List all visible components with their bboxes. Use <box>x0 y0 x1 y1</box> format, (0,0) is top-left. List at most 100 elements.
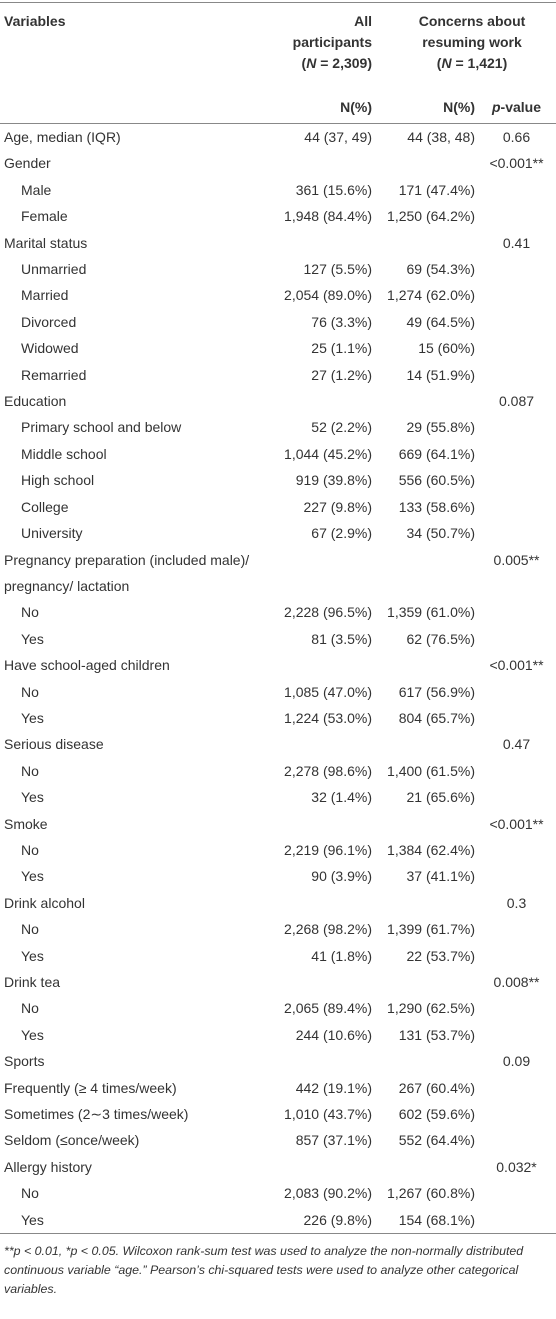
all-count: 2,228 (96.5%) <box>284 604 372 621</box>
table-cell: 1,400 (61.5%) <box>374 758 477 784</box>
table-body: Age, median (IQR) 44 (37, 49) 44 (38, 48) 0… <box>0 124 556 1235</box>
concern-count: 49 (64.5%) <box>406 313 475 330</box>
table-cell <box>477 335 556 361</box>
all-count: 27 (1.2%) <box>311 366 372 383</box>
table-cell <box>477 1180 556 1206</box>
table-row: No 2,228 (96.5%) 1,359 (61.0%) <box>0 599 556 625</box>
row-label: Yes <box>21 868 44 885</box>
table-row: No 2,278 (98.6%) 1,400 (61.5%) <box>0 758 556 784</box>
label-cell: Yes <box>0 943 271 969</box>
table-cell: 67 (2.9%) <box>271 520 374 546</box>
header-text: ( <box>436 55 442 71</box>
table-cell: 244 (10.6%) <box>271 1022 374 1048</box>
row-label: Remarried <box>21 366 87 383</box>
table-row: Smoke <0.001** <box>0 811 556 837</box>
table-cell: 1,948 (84.4%) <box>271 203 374 229</box>
table-cell <box>477 1101 556 1127</box>
p-value: <0.001** <box>489 815 544 832</box>
table-cell <box>374 969 477 995</box>
table-cell: 1,085 (47.0%) <box>271 679 374 705</box>
table-cell: 14 (51.9%) <box>374 362 477 388</box>
table-row: No 2,268 (98.2%) 1,399 (61.7%) <box>0 916 556 942</box>
concern-count: 22 (53.7%) <box>406 947 475 964</box>
all-count: 1,948 (84.4%) <box>284 208 372 225</box>
label-cell: Primary school and below <box>0 414 271 440</box>
footnote: **p < 0.01, *p < 0.05. Wilcoxon rank-sum… <box>4 1244 524 1297</box>
row-label: Pregnancy preparation (included male)/ <box>4 551 250 568</box>
table-cell <box>477 995 556 1021</box>
all-count: 2,278 (98.6%) <box>284 762 372 779</box>
table-cell: 669 (64.1%) <box>374 441 477 467</box>
table-row: Marital status 0.41 <box>0 230 556 256</box>
label-cell: Serious disease <box>0 731 271 757</box>
table-cell <box>374 388 477 414</box>
label-cell: Yes <box>0 705 271 731</box>
table-row: Yes 41 (1.8%) 22 (53.7%) <box>0 943 556 969</box>
table-cell: 0.087 <box>477 388 556 414</box>
table-cell: 81 (3.5%) <box>271 626 374 652</box>
row-label: Marital status <box>4 234 88 251</box>
label-cell: Marital status <box>0 230 271 256</box>
row-label: Yes <box>21 789 44 806</box>
concern-count: 1,250 (64.2%) <box>387 208 475 225</box>
header-text: Variables <box>4 13 66 29</box>
concern-count: 62 (76.5%) <box>406 630 475 647</box>
table-row: Sports 0.09 <box>0 1048 556 1074</box>
table-cell: 227 (9.8%) <box>271 494 374 520</box>
table-row: Unmarried 127 (5.5%) 69 (54.3%) <box>0 256 556 282</box>
label-cell: Yes <box>0 784 271 810</box>
label-cell: Gender <box>0 150 271 176</box>
table-row: Yes 244 (10.6%) 131 (53.7%) <box>0 1022 556 1048</box>
row-label: Widowed <box>21 340 79 357</box>
label-cell: Have school-aged children <box>0 652 271 678</box>
row-label: Allergy history <box>4 1158 92 1175</box>
table-cell <box>477 758 556 784</box>
concern-count: 617 (56.9%) <box>398 683 475 700</box>
table-cell: 226 (9.8%) <box>271 1206 374 1235</box>
row-label: No <box>21 841 39 858</box>
header-text: N <box>441 55 452 71</box>
table-row: Yes 81 (3.5%) 62 (76.5%) <box>0 626 556 652</box>
p-value: 0.09 <box>502 1053 531 1070</box>
table-cell: 1,267 (60.8%) <box>374 1180 477 1206</box>
table-row: No 2,219 (96.1%) 1,384 (62.4%) <box>0 837 556 863</box>
p-value: 0.3 <box>506 894 527 911</box>
table-row: No 1,085 (47.0%) 617 (56.9%) <box>0 679 556 705</box>
row-label: Yes <box>21 630 44 647</box>
concern-count: 804 (65.7%) <box>398 709 475 726</box>
table-cell: <0.001** <box>477 811 556 837</box>
table-cell <box>477 177 556 203</box>
table-cell: 267 (60.4%) <box>374 1075 477 1101</box>
concern-count: 1,384 (62.4%) <box>387 841 475 858</box>
concern-count: 15 (60%) <box>418 340 475 357</box>
label-cell: Age, median (IQR) <box>0 124 271 151</box>
table-cell <box>477 863 556 889</box>
table-cell: <0.001** <box>477 652 556 678</box>
label-cell: Allergy history <box>0 1154 271 1180</box>
table-cell: 29 (55.8%) <box>374 414 477 440</box>
table-cell <box>477 784 556 810</box>
all-count: 1,010 (43.7%) <box>284 1106 372 1123</box>
p-value: <0.001** <box>489 155 544 172</box>
all-count: 32 (1.4%) <box>311 789 372 806</box>
table-row: University 67 (2.9%) 34 (50.7%) <box>0 520 556 546</box>
all-count: 442 (19.1%) <box>295 1079 372 1096</box>
table-cell: 49 (64.5%) <box>374 309 477 335</box>
header-text: Concerns about <box>418 13 526 29</box>
table-cell <box>271 969 374 995</box>
row-label: Seldom (≤once/week) <box>4 1132 140 1149</box>
label-cell: Middle school <box>0 441 271 467</box>
row-label: High school <box>21 472 95 489</box>
p-value: 0.66 <box>502 129 531 145</box>
table-row: Yes 90 (3.9%) 37 (41.1%) <box>0 863 556 889</box>
table-cell: 0.005** <box>477 547 556 600</box>
p-value: 0.005** <box>493 551 540 568</box>
all-count: 127 (5.5%) <box>303 261 372 278</box>
table-cell: 804 (65.7%) <box>374 705 477 731</box>
row-label: Have school-aged children <box>4 657 170 674</box>
concern-count: 1,267 (60.8%) <box>387 1185 475 1202</box>
concern-count: 29 (55.8%) <box>406 419 475 436</box>
label-cell: Drink tea <box>0 969 271 995</box>
header-cell: Concerns about resuming work (N = 1,421) <box>374 2 556 91</box>
header-row: N(%) N(%) p-value <box>0 91 556 124</box>
